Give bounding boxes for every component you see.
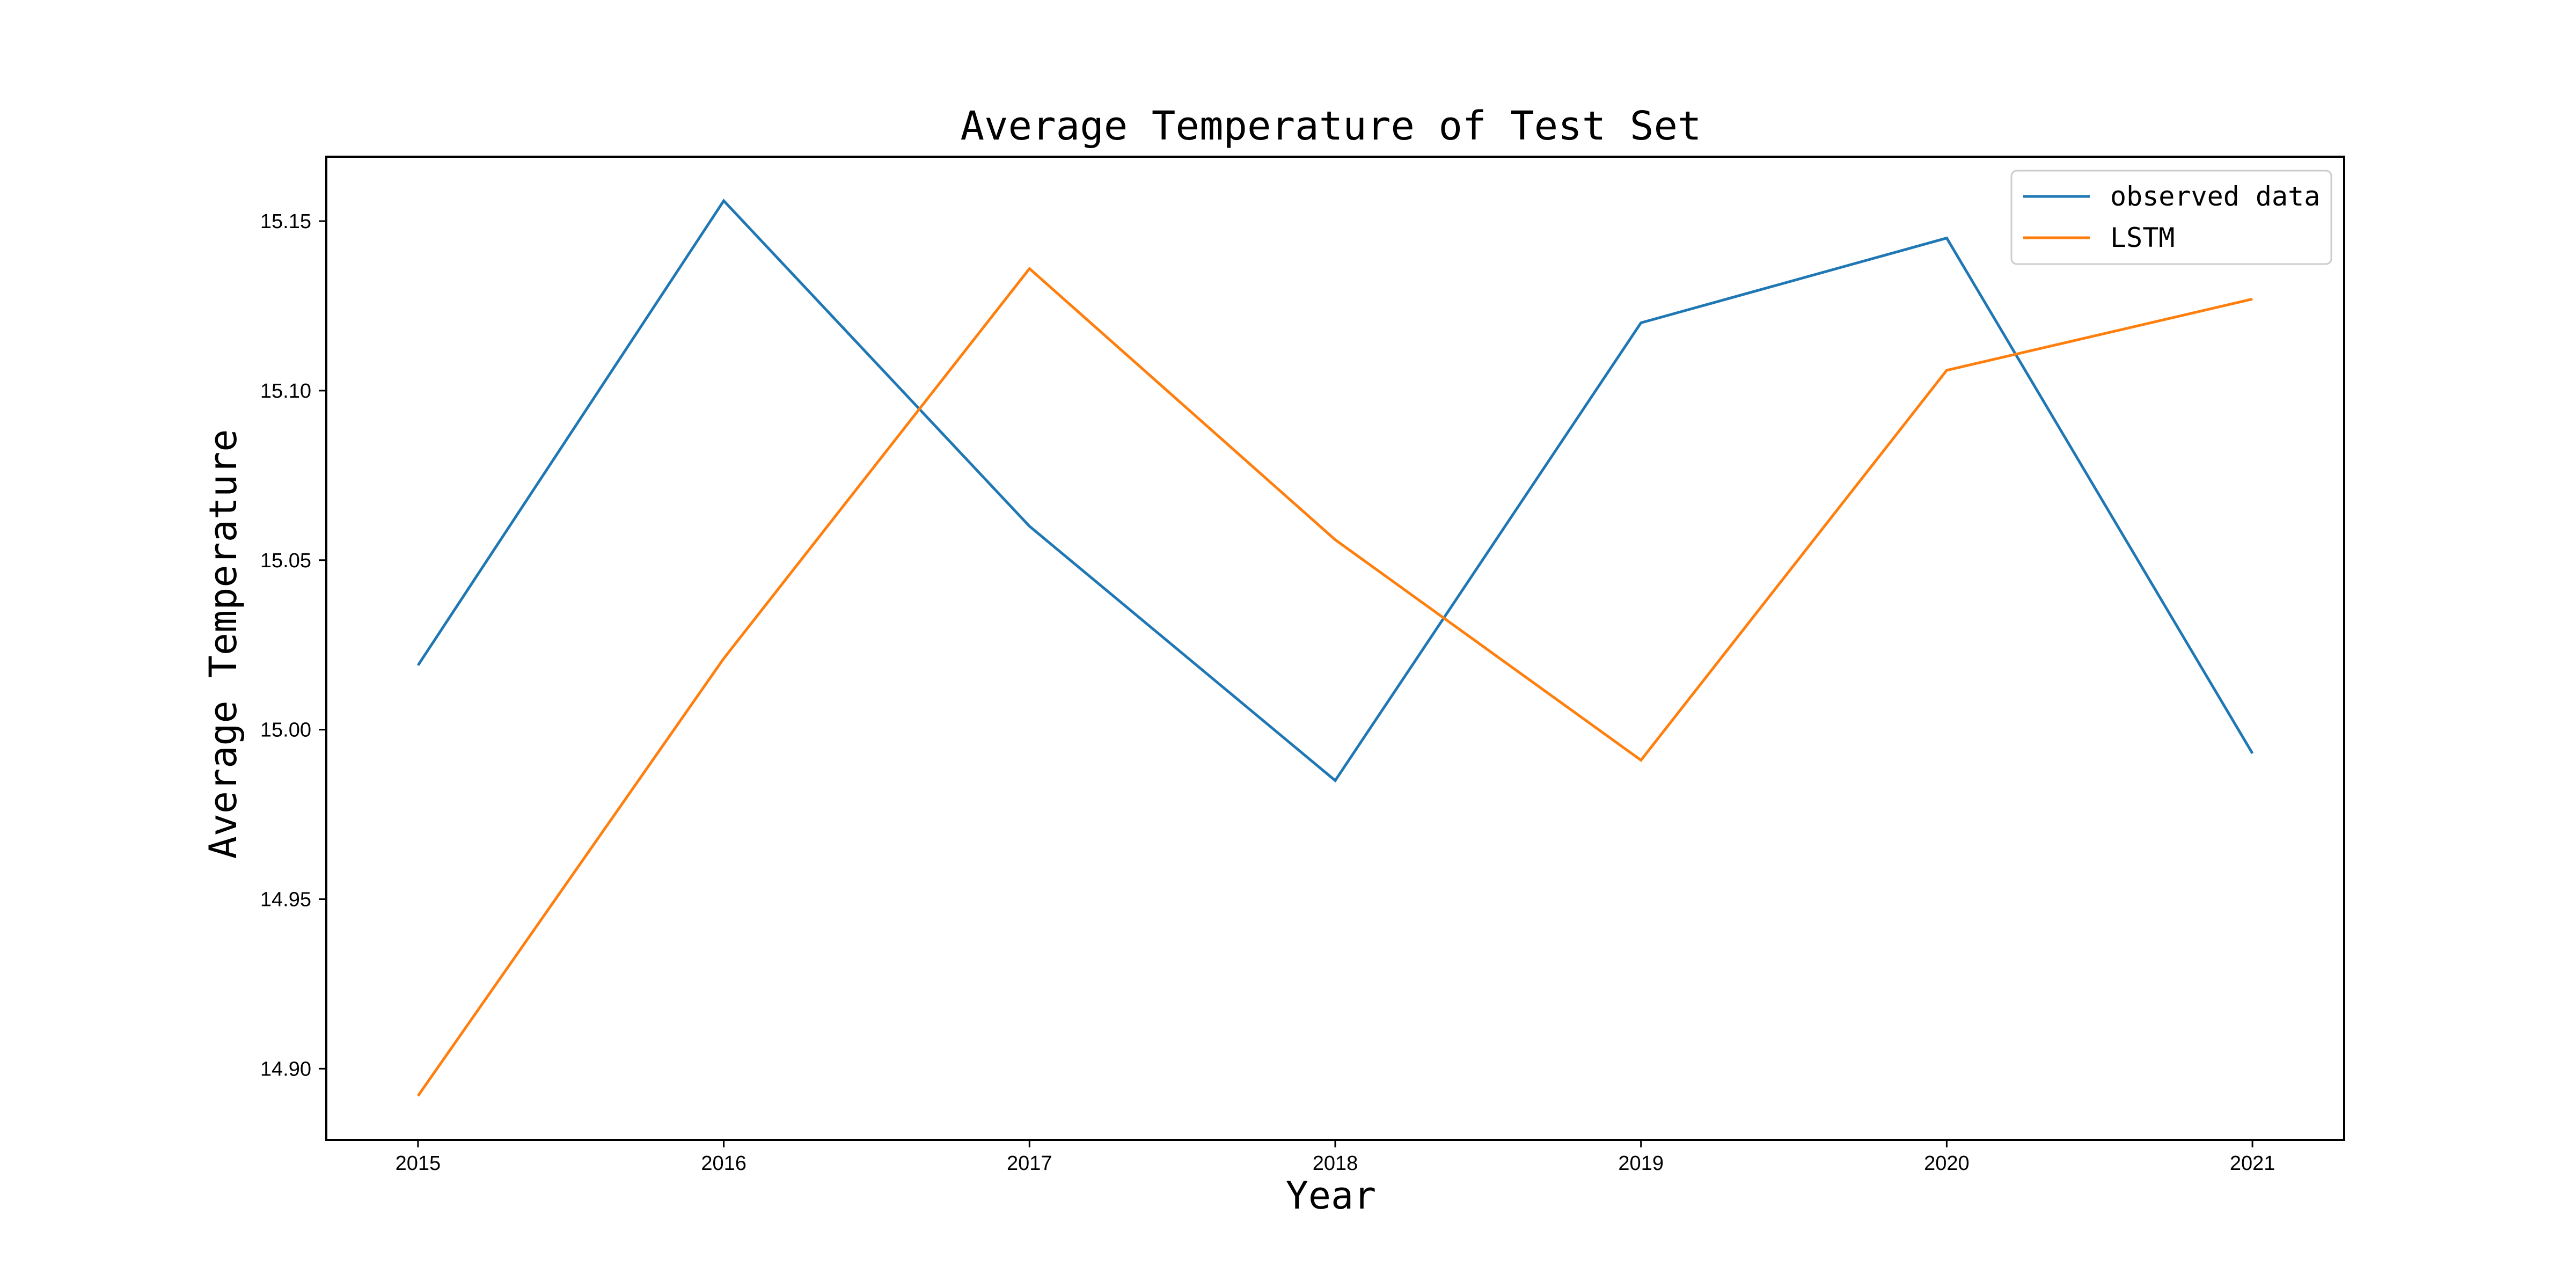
y-tick-label: 15.05 xyxy=(260,550,311,572)
legend-label: observed data xyxy=(2110,181,2320,212)
x-tick-label: 2018 xyxy=(1313,1152,1358,1175)
data-point xyxy=(1029,268,1030,269)
legend-box xyxy=(2010,170,2332,265)
axis-ticks: 2015 2016 2017 2018 2019 2020 2021 14.90 14.95 15… xyxy=(260,210,2275,1175)
x-tick-label: 2015 xyxy=(396,1152,441,1175)
x-tick-label: 2016 xyxy=(701,1152,747,1175)
y-tick-label: 14.90 xyxy=(260,1058,311,1080)
y-tick-label: 15.10 xyxy=(260,380,311,402)
legend-label: LSTM xyxy=(2110,222,2175,253)
legend: observed data LSTM xyxy=(2010,170,2332,265)
y-axis-label: Average Temperature xyxy=(201,429,245,859)
y-tick-label: 14.95 xyxy=(260,888,311,911)
x-tick-label: 2019 xyxy=(1618,1152,1664,1175)
y-tick-label: 15.00 xyxy=(260,719,311,742)
data-point xyxy=(1335,539,1336,540)
series-line-observed-data xyxy=(416,199,2254,783)
data-point xyxy=(1335,780,1336,781)
x-tick-label: 2017 xyxy=(1007,1152,1052,1175)
series-lines xyxy=(416,199,2254,1097)
x-axis-label: Year xyxy=(1286,1174,1377,1218)
x-tick-label: 2021 xyxy=(2230,1152,2275,1175)
chart-title: Average Temperature of Test Set xyxy=(960,103,1701,149)
x-tick-label: 2020 xyxy=(1924,1152,1970,1175)
series-line-lstm xyxy=(416,266,2253,1097)
y-tick-label: 15.15 xyxy=(260,210,311,233)
